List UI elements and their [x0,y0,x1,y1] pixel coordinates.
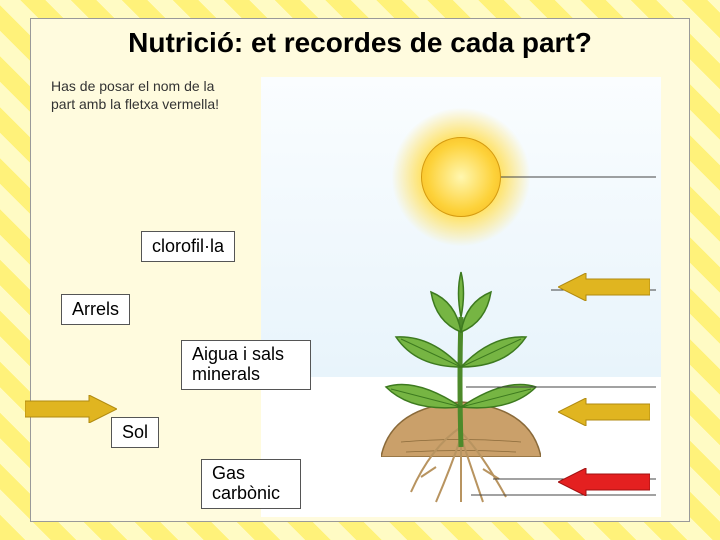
instruction-text: Has de posar el nom de la part amb la fl… [51,77,231,113]
arrow-root-red [558,468,650,496]
label-aigua[interactable]: Aigua i sals minerals [181,340,311,390]
label-gas[interactable]: Gas carbònic [201,459,301,509]
label-arrels[interactable]: Arrels [61,294,130,325]
arrow-leaf-right [558,273,650,301]
arrow-co2-right [558,398,650,426]
content-panel: Nutrició: et recordes de cada part? Has … [30,18,690,522]
arrow-co2-left [25,395,117,423]
page-title: Nutrició: et recordes de cada part? [31,27,689,59]
label-sol[interactable]: Sol [111,417,159,448]
label-clorofila[interactable]: clorofil·la [141,231,235,262]
